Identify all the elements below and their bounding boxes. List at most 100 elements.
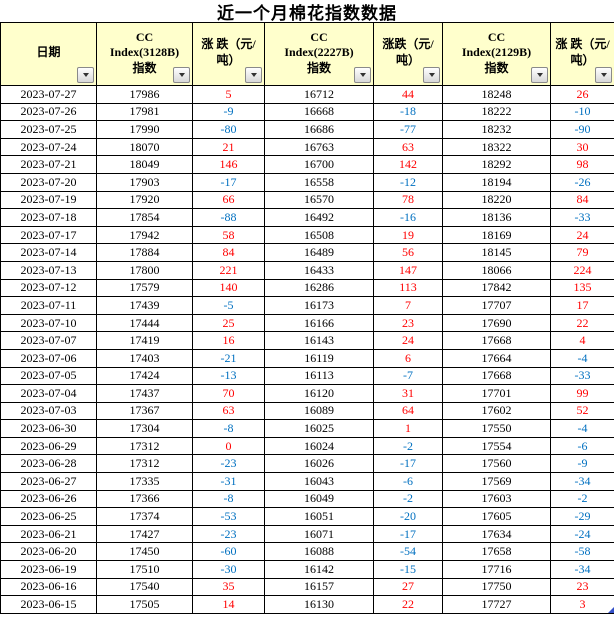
cc2129-index-cell: 17842: [442, 278, 551, 298]
column-header-cc3128-change: 涨 跌（元/ 吨）: [192, 22, 265, 86]
cc2129-index-cell: 17569: [442, 472, 551, 491]
cc2227-index-cell: 16071: [264, 524, 374, 544]
cc2227-change-cell: -20: [373, 507, 443, 526]
table-row: 2023-06-25 17374 -53 16051 -20 17605 -29: [0, 507, 614, 526]
cc3128-change-cell: -31: [192, 472, 265, 491]
cc2227-change-cell: 24: [373, 331, 443, 350]
cc2227-index-cell: 16166: [264, 313, 374, 333]
cc3128-index-cell: 17884: [96, 243, 193, 262]
cc2129-index-cell: 18194: [442, 172, 551, 192]
cc2227-index-cell: 16113: [264, 366, 374, 386]
cc3128-change-cell: 146: [192, 155, 265, 174]
date-cell: 2023-06-28: [0, 454, 97, 474]
cc2227-change-cell: -15: [373, 560, 443, 579]
date-cell: 2023-07-27: [0, 85, 97, 104]
date-cell: 2023-06-29: [0, 436, 97, 456]
cc3128-index-cell: 17419: [96, 331, 193, 350]
cc2129-change-cell: 135: [550, 278, 614, 298]
cc3128-change-cell: 221: [192, 260, 265, 280]
cc2227-change-cell: 113: [373, 278, 443, 298]
table-row: 2023-07-27 17986 5 16712 44 18248 26: [0, 85, 614, 104]
cc2129-index-cell: 17701: [442, 384, 551, 403]
cc3128-change-cell: 35: [192, 577, 265, 597]
table-row: 2023-07-04 17437 70 16120 31 17701 99: [0, 384, 614, 403]
cc2129-change-cell: -29: [550, 507, 614, 526]
table-row: 2023-07-03 17367 63 16089 64 17602 52: [0, 401, 614, 421]
table-row: 2023-07-05 17424 -13 16113 -7 17668 -33: [0, 366, 614, 386]
page-title: 近一个月棉花指数数据: [217, 3, 397, 23]
filter-dropdown-button[interactable]: [531, 67, 548, 83]
filter-dropdown-button[interactable]: [77, 67, 94, 83]
cc3128-change-cell: -21: [192, 348, 265, 368]
table-row: 2023-06-30 17304 -8 16025 1 17550 -4: [0, 419, 614, 438]
column-header-cc2129-index: CC Index(2129B) 指数: [442, 22, 551, 86]
cc3128-change-cell: -23: [192, 454, 265, 474]
table-row: 2023-07-18 17854 -88 16492 -16 18136 -33: [0, 208, 614, 227]
cc2227-index-cell: 16119: [264, 348, 374, 368]
cc2129-change-cell: 224: [550, 260, 614, 280]
column-header-label: CC Index(2227B) 指数: [284, 29, 354, 75]
cc2227-change-cell: 23: [373, 313, 443, 333]
cc2227-index-cell: 16173: [264, 296, 374, 315]
cc2227-index-cell: 16763: [264, 137, 374, 157]
cc2227-change-cell: 78: [373, 190, 443, 210]
cc2129-change-cell: 26: [550, 85, 614, 104]
date-cell: 2023-06-15: [0, 595, 97, 614]
cc3128-change-cell: 66: [192, 190, 265, 210]
table-row: 2023-07-12 17579 140 16286 113 17842 135: [0, 278, 614, 298]
column-header-label: 涨 跌（元/ 吨）: [555, 37, 610, 67]
cc2227-change-cell: 147: [373, 260, 443, 280]
filter-dropdown-button[interactable]: [173, 67, 190, 83]
cc2129-index-cell: 18322: [442, 137, 551, 157]
filter-dropdown-button[interactable]: [423, 67, 440, 83]
table-row: 2023-06-27 17335 -31 16043 -6 17569 -34: [0, 472, 614, 491]
cc3128-index-cell: 17800: [96, 260, 193, 280]
cc3128-change-cell: 63: [192, 401, 265, 421]
date-cell: 2023-07-11: [0, 296, 97, 315]
cc2129-index-cell: 17716: [442, 560, 551, 579]
cc2227-change-cell: -18: [373, 102, 443, 122]
cc2227-change-cell: -12: [373, 172, 443, 192]
column-header-label: 涨 跌（元/ 吨）: [201, 37, 256, 67]
cc2227-index-cell: 16286: [264, 278, 374, 298]
cc2129-change-cell: -4: [550, 419, 614, 438]
table-row: 2023-07-10 17444 25 16166 23 17690 22: [0, 313, 614, 333]
cc2227-index-cell: 16088: [264, 542, 374, 562]
table-row: 2023-07-14 17884 84 16489 56 18145 79: [0, 243, 614, 262]
date-cell: 2023-07-25: [0, 120, 97, 139]
column-header-label: CC Index(2129B) 指数: [461, 29, 532, 75]
cc3128-index-cell: 17312: [96, 454, 193, 474]
cc3128-index-cell: 17990: [96, 120, 193, 139]
cc2227-change-cell: -16: [373, 208, 443, 227]
cc3128-index-cell: 18070: [96, 137, 193, 157]
chevron-down-icon: [250, 73, 257, 77]
cc3128-index-cell: 17437: [96, 384, 193, 403]
cc3128-index-cell: 17903: [96, 172, 193, 192]
filter-dropdown-button[interactable]: [354, 67, 371, 83]
table-row: 2023-06-15 17505 14 16130 22 17727 3: [0, 595, 614, 614]
date-cell: 2023-07-18: [0, 208, 97, 227]
cc2129-index-cell: 17668: [442, 366, 551, 386]
table-body: 2023-07-27 17986 5 16712 44 18248 26 2023-07-26…: [0, 85, 614, 614]
filter-dropdown-button[interactable]: [245, 67, 262, 83]
cc3128-index-cell: 17450: [96, 542, 193, 562]
cc2129-change-cell: -24: [550, 524, 614, 544]
cc2227-change-cell: -54: [373, 542, 443, 562]
date-cell: 2023-07-12: [0, 278, 97, 298]
filter-dropdown-button[interactable]: [595, 67, 612, 83]
table-row: 2023-07-06 17403 -21 16119 6 17664 -4: [0, 348, 614, 368]
table-row: 2023-07-20 17903 -17 16558 -12 18194 -26: [0, 172, 614, 192]
cc2129-index-cell: 17602: [442, 401, 551, 421]
cc2227-index-cell: 16026: [264, 454, 374, 474]
cc2227-index-cell: 16120: [264, 384, 374, 403]
cc3128-change-cell: -17: [192, 172, 265, 192]
cc3128-index-cell: 17335: [96, 472, 193, 491]
cc3128-index-cell: 17986: [96, 85, 193, 104]
cc2227-change-cell: 27: [373, 577, 443, 597]
table-row: 2023-07-13 17800 221 16433 147 18066 224: [0, 260, 614, 280]
cc2227-index-cell: 16508: [264, 225, 374, 245]
cc2129-change-cell: 3: [550, 595, 614, 614]
cc2129-change-cell: 4: [550, 331, 614, 350]
cc2227-change-cell: -7: [373, 366, 443, 386]
date-cell: 2023-06-30: [0, 419, 97, 438]
